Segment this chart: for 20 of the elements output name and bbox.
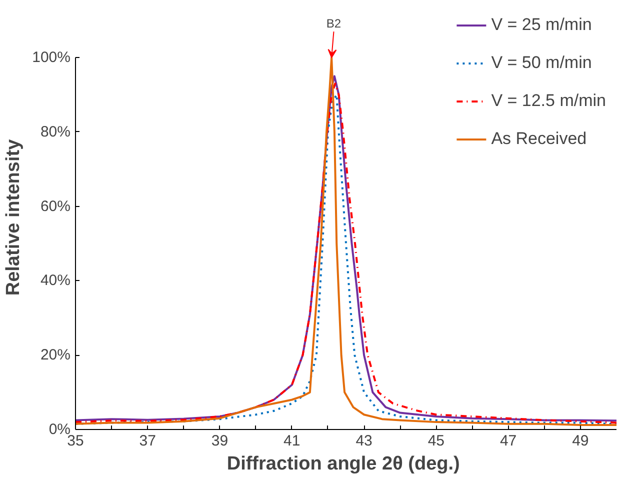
x-tick-label: 37 — [139, 432, 156, 450]
legend-label: V = 50 m/min — [491, 53, 592, 73]
x-tick-label: 47 — [500, 432, 517, 450]
x-axis-title: Diffraction angle 2θ (deg.) — [226, 454, 460, 474]
legend-label: V = 25 m/min — [491, 15, 592, 35]
y-tick-label: 20% — [40, 346, 71, 364]
y-tick-label: 60% — [40, 198, 71, 215]
y-tick-label: 100% — [32, 49, 71, 66]
legend-label: V = 12.5 m/min — [491, 91, 606, 111]
y-tick-label: 80% — [40, 123, 71, 140]
annotation: B2 — [326, 16, 342, 31]
x-tick-label: 43 — [356, 432, 372, 450]
x-tick-label: 41 — [284, 432, 300, 450]
x-tick-label: 39 — [211, 432, 228, 450]
x-tick-label: 49 — [572, 432, 589, 450]
legend-label: As Received — [491, 129, 587, 149]
x-tick-label: 35 — [67, 432, 84, 450]
y-axis-title: Relative intensity — [3, 138, 24, 296]
x-tick-label: 45 — [428, 432, 445, 450]
y-tick-label: 40% — [40, 272, 71, 290]
